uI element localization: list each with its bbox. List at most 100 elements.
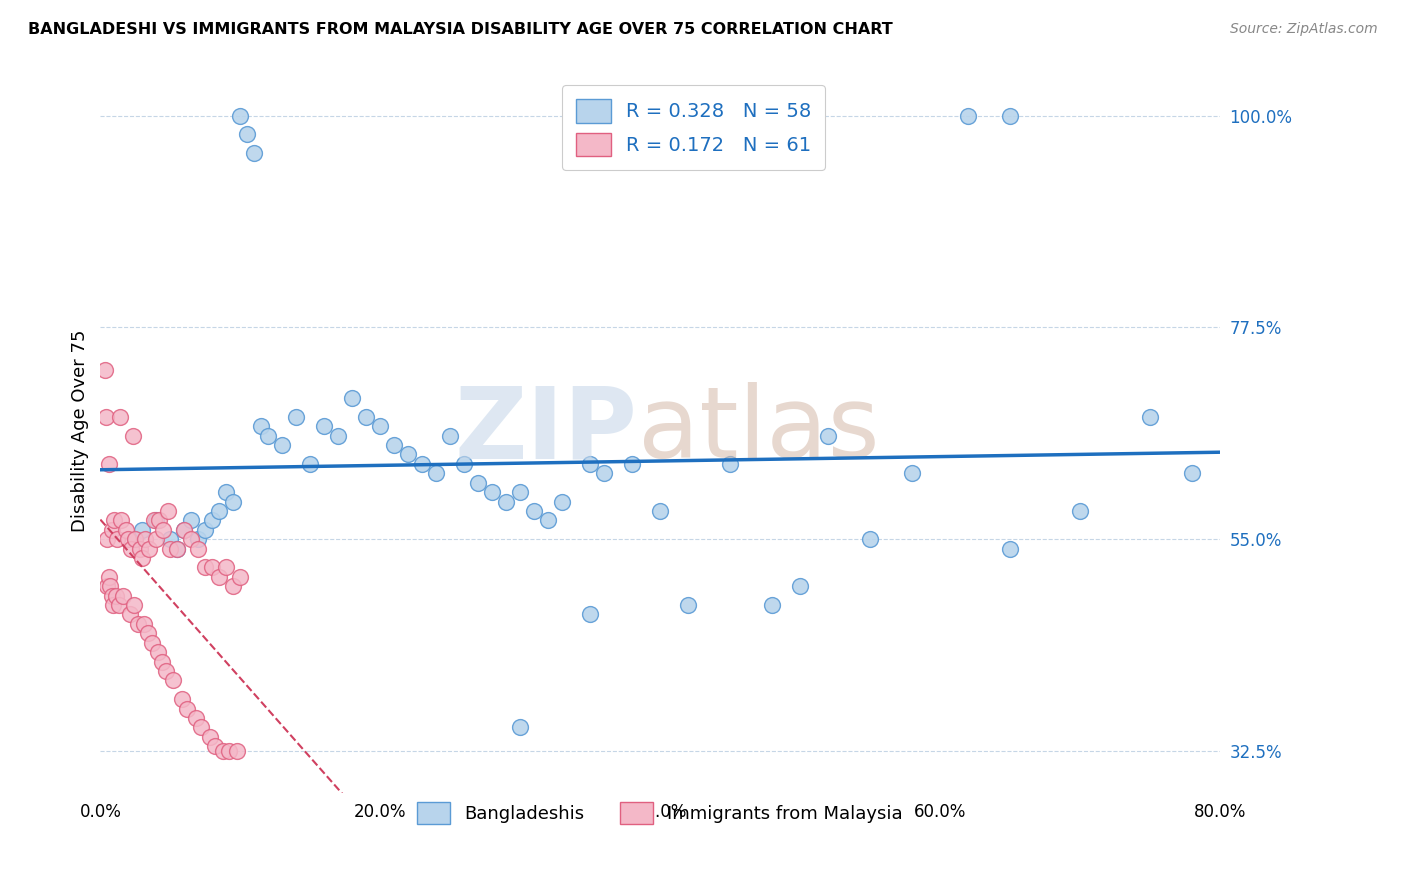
- Point: [166, 541, 188, 556]
- Point: [98, 579, 121, 593]
- Point: [176, 701, 198, 715]
- Text: BANGLADESHI VS IMMIGRANTS FROM MALAYSIA DISABILITY AGE OVER 75 CORRELATION CHART: BANGLADESHI VS IMMIGRANTS FROM MALAYSIA …: [28, 22, 893, 37]
- Point: [226, 744, 249, 758]
- Point: [180, 513, 202, 527]
- Point: [194, 560, 217, 574]
- Point: [299, 457, 322, 471]
- Point: [1181, 467, 1204, 481]
- Point: [104, 589, 127, 603]
- Point: [579, 607, 602, 622]
- Point: [100, 589, 122, 603]
- Point: [222, 494, 245, 508]
- Point: [162, 673, 184, 688]
- Point: [208, 504, 231, 518]
- Point: [180, 532, 202, 546]
- Point: [142, 513, 165, 527]
- Point: [621, 457, 644, 471]
- Point: [453, 457, 475, 471]
- Point: [537, 513, 560, 527]
- Point: [134, 532, 156, 546]
- Point: [648, 504, 671, 518]
- Point: [145, 532, 167, 546]
- Point: [173, 523, 195, 537]
- Point: [382, 438, 405, 452]
- Point: [138, 541, 160, 556]
- Point: [198, 730, 221, 744]
- Point: [271, 438, 294, 452]
- Point: [146, 645, 169, 659]
- Point: [998, 541, 1021, 556]
- Point: [761, 598, 783, 612]
- Point: [509, 485, 531, 500]
- Point: [96, 532, 118, 546]
- Point: [789, 579, 811, 593]
- Point: [579, 457, 602, 471]
- Point: [152, 523, 174, 537]
- Point: [396, 447, 419, 461]
- Point: [481, 485, 503, 500]
- Point: [718, 457, 741, 471]
- Point: [998, 109, 1021, 123]
- Point: [107, 598, 129, 612]
- Point: [127, 616, 149, 631]
- Point: [509, 721, 531, 735]
- Point: [314, 419, 336, 434]
- Point: [94, 409, 117, 424]
- Point: [105, 532, 128, 546]
- Point: [229, 570, 252, 584]
- Point: [132, 616, 155, 631]
- Point: [122, 598, 145, 612]
- Point: [495, 494, 517, 508]
- Point: [212, 744, 235, 758]
- Point: [190, 721, 212, 735]
- Point: [215, 560, 238, 574]
- Point: [124, 532, 146, 546]
- Point: [97, 457, 120, 471]
- Point: [250, 419, 273, 434]
- Point: [257, 428, 280, 442]
- Point: [156, 504, 179, 518]
- Point: [243, 146, 266, 161]
- Point: [136, 626, 159, 640]
- Point: [208, 570, 231, 584]
- Point: [141, 636, 163, 650]
- Point: [817, 428, 839, 442]
- Point: [159, 541, 181, 556]
- Text: Source: ZipAtlas.com: Source: ZipAtlas.com: [1230, 22, 1378, 37]
- Point: [118, 607, 141, 622]
- Point: [1069, 504, 1091, 518]
- Point: [467, 475, 489, 490]
- Point: [184, 711, 207, 725]
- Point: [676, 598, 699, 612]
- Y-axis label: Disability Age Over 75: Disability Age Over 75: [72, 330, 89, 533]
- Point: [551, 494, 574, 508]
- Point: [411, 457, 433, 471]
- Point: [523, 504, 546, 518]
- Point: [170, 692, 193, 706]
- Point: [155, 664, 177, 678]
- Point: [218, 744, 240, 758]
- Point: [117, 532, 139, 546]
- Point: [1139, 409, 1161, 424]
- Point: [150, 655, 173, 669]
- Point: [121, 428, 143, 442]
- Point: [96, 579, 118, 593]
- Point: [128, 541, 150, 556]
- Point: [354, 409, 377, 424]
- Point: [131, 523, 153, 537]
- Point: [101, 598, 124, 612]
- Point: [131, 551, 153, 566]
- Point: [956, 109, 979, 123]
- Point: [100, 523, 122, 537]
- Point: [222, 579, 245, 593]
- Point: [593, 467, 616, 481]
- Point: [285, 409, 308, 424]
- Point: [114, 523, 136, 537]
- Point: [173, 523, 195, 537]
- Point: [110, 513, 132, 527]
- Legend: Bangladeshis, Immigrants from Malaysia: Bangladeshis, Immigrants from Malaysia: [406, 791, 914, 835]
- Point: [439, 428, 461, 442]
- Point: [201, 513, 224, 527]
- Point: [425, 467, 447, 481]
- Point: [120, 541, 142, 556]
